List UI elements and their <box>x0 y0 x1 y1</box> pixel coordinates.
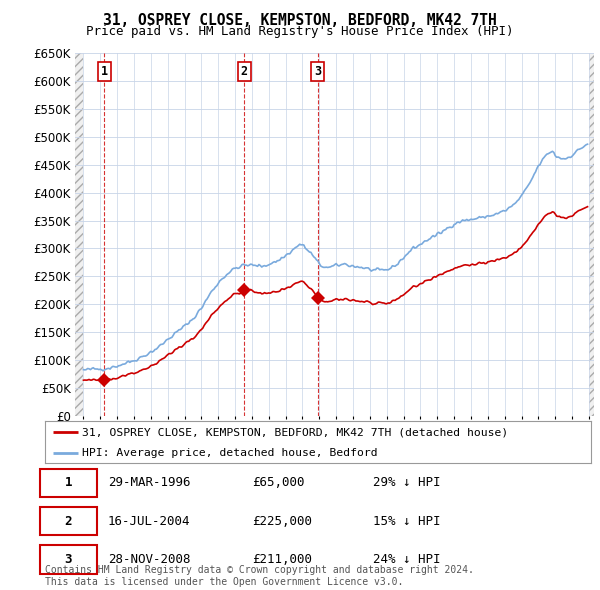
Text: 2: 2 <box>241 65 248 78</box>
Text: 29-MAR-1996: 29-MAR-1996 <box>108 476 190 490</box>
Text: 3: 3 <box>64 553 72 566</box>
Text: 1: 1 <box>101 65 108 78</box>
Text: HPI: Average price, detached house, Bedford: HPI: Average price, detached house, Bedf… <box>82 448 378 457</box>
Text: 31, OSPREY CLOSE, KEMPSTON, BEDFORD, MK42 7TH (detached house): 31, OSPREY CLOSE, KEMPSTON, BEDFORD, MK4… <box>82 427 508 437</box>
Text: 28-NOV-2008: 28-NOV-2008 <box>108 553 190 566</box>
Text: 29% ↓ HPI: 29% ↓ HPI <box>373 476 440 490</box>
Text: 1: 1 <box>64 476 72 490</box>
Text: Contains HM Land Registry data © Crown copyright and database right 2024.
This d: Contains HM Land Registry data © Crown c… <box>45 565 474 587</box>
Text: 2: 2 <box>64 514 72 528</box>
Text: 15% ↓ HPI: 15% ↓ HPI <box>373 514 440 528</box>
FancyBboxPatch shape <box>40 546 97 573</box>
Text: £65,000: £65,000 <box>253 476 305 490</box>
Text: £225,000: £225,000 <box>253 514 313 528</box>
Bar <box>589 53 594 416</box>
Text: 3: 3 <box>314 65 322 78</box>
Text: 24% ↓ HPI: 24% ↓ HPI <box>373 553 440 566</box>
Bar <box>75 53 83 416</box>
FancyBboxPatch shape <box>40 507 97 535</box>
Text: £211,000: £211,000 <box>253 553 313 566</box>
Text: Price paid vs. HM Land Registry's House Price Index (HPI): Price paid vs. HM Land Registry's House … <box>86 25 514 38</box>
FancyBboxPatch shape <box>40 469 97 497</box>
Text: 16-JUL-2004: 16-JUL-2004 <box>108 514 190 528</box>
Text: 31, OSPREY CLOSE, KEMPSTON, BEDFORD, MK42 7TH: 31, OSPREY CLOSE, KEMPSTON, BEDFORD, MK4… <box>103 13 497 28</box>
